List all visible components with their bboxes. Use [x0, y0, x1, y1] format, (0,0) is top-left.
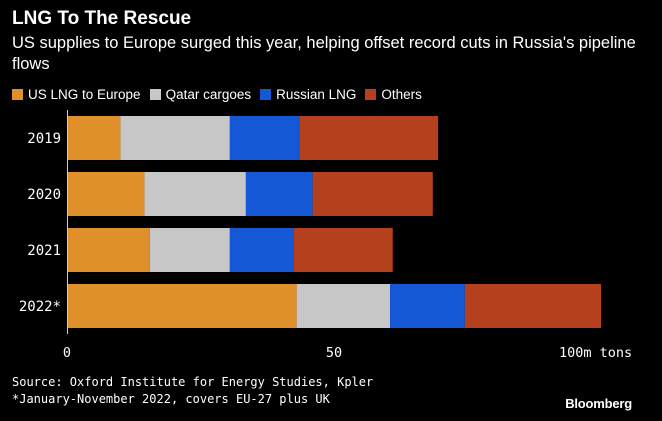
- bar-2019-qatar-cargoes: [120, 116, 230, 160]
- legend-item-russian-lng: Russian LNG: [260, 87, 356, 102]
- bar-2022-russian-lng: [390, 284, 465, 328]
- chart-legend: US LNG to Europe Qatar cargoes Russian L…: [12, 87, 431, 102]
- bar-2022-us-lng-to-europe: [67, 284, 297, 328]
- footnote: *January-November 2022, covers EU-27 plu…: [12, 392, 330, 406]
- bar-2021-russian-lng: [229, 228, 294, 272]
- legend-item-qatar: Qatar cargoes: [149, 87, 252, 102]
- bar-2022-others: [464, 284, 601, 328]
- x-tick-label-0: 0: [63, 345, 71, 361]
- legend-label-qatar: Qatar cargoes: [165, 87, 252, 102]
- legend-label-others: Others: [381, 87, 422, 102]
- bar-2021-others: [293, 228, 393, 272]
- legend-item-others: Others: [365, 87, 422, 102]
- bar-2020-qatar-cargoes: [144, 172, 246, 216]
- y-tick-label-2019: 2019: [27, 131, 61, 147]
- chart-footer: Source: Oxford Institute for Energy Stud…: [12, 374, 373, 408]
- bloomberg-logo: Bloomberg: [565, 396, 632, 411]
- bar-2019-us-lng-to-europe: [67, 116, 121, 160]
- x-tick-label-100m-tons: 100m tons: [559, 345, 632, 361]
- x-tick-label-50: 50: [326, 345, 342, 361]
- legend-label-russian-lng: Russian LNG: [276, 87, 357, 102]
- bar-2019-others: [299, 116, 439, 160]
- legend-swatch-others: [365, 89, 377, 100]
- chart-subtitle: US supplies to Europe surged this year, …: [12, 34, 636, 73]
- chart-title: LNG To The Rescue: [12, 8, 192, 29]
- bar-2021-us-lng-to-europe: [67, 228, 150, 272]
- y-tick-label-2021: 2021: [27, 243, 61, 259]
- bar-2020-russian-lng: [245, 172, 313, 216]
- legend-swatch-us-lng: [12, 89, 23, 100]
- bar-2019-russian-lng: [229, 116, 300, 160]
- y-tick-label-2020: 2020: [27, 187, 61, 203]
- legend-swatch-russian-lng: [260, 89, 272, 100]
- legend-swatch-qatar: [149, 89, 161, 100]
- bar-2020-us-lng-to-europe: [67, 172, 145, 216]
- y-tick-label-2022: 2022*: [19, 299, 61, 315]
- legend-item-us-lng: US LNG to Europe: [12, 87, 141, 102]
- source-note: Source: Oxford Institute for Energy Stud…: [12, 375, 374, 389]
- legend-label-us-lng: US LNG to Europe: [28, 87, 141, 102]
- bar-2020-others: [312, 172, 433, 216]
- bar-2022-qatar-cargoes: [296, 284, 391, 328]
- bar-2021-qatar-cargoes: [149, 228, 230, 272]
